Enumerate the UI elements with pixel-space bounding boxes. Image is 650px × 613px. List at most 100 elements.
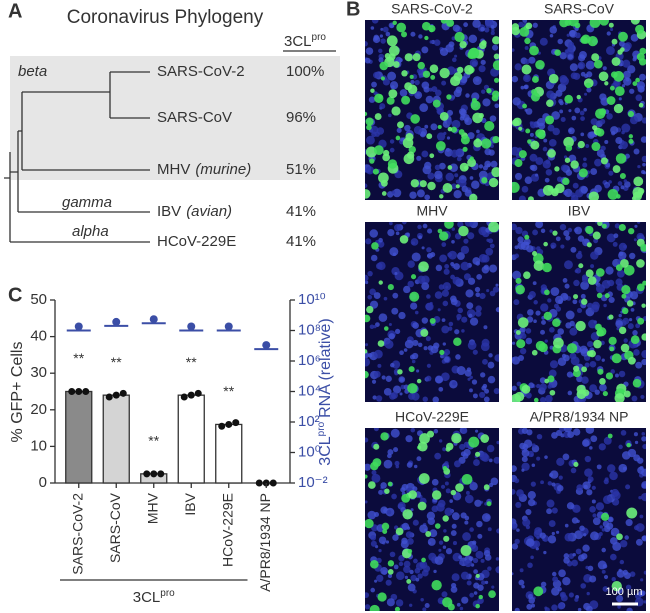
micrograph (512, 428, 646, 611)
nucleus (460, 245, 470, 255)
leaf-identity: 41% (286, 233, 316, 250)
gfp-cell (597, 368, 604, 375)
nucleus (400, 487, 406, 493)
panel-label: C (8, 284, 22, 306)
gfp-cell (562, 177, 570, 186)
nucleus (592, 513, 597, 518)
nucleus (480, 558, 485, 563)
gfp-cell (464, 65, 474, 75)
nucleus (630, 308, 635, 312)
gfp-cell (574, 22, 581, 29)
nucleus (579, 51, 587, 59)
gfp-cell (393, 61, 400, 68)
nucleus (478, 65, 486, 73)
nucleus (376, 574, 384, 582)
nucleus (489, 290, 496, 297)
nucleus (603, 436, 612, 445)
nucleus (482, 98, 491, 107)
nucleus (570, 192, 576, 198)
gfp-cell (434, 523, 441, 529)
nucleus (380, 567, 388, 575)
nucleus (438, 540, 444, 545)
gfp-cell (447, 165, 453, 170)
nucleus (394, 460, 400, 466)
replicate-dot (112, 391, 120, 399)
nucleus (564, 283, 570, 289)
nucleus (451, 512, 460, 521)
nucleus (476, 520, 483, 528)
nucleus (527, 309, 534, 316)
nucleus (387, 71, 397, 81)
nucleus (398, 555, 405, 562)
nucleus (577, 554, 585, 562)
gfp-cell (473, 138, 483, 148)
gfp-cell (554, 166, 560, 172)
gfp-cell (578, 263, 584, 269)
replicate-dot (157, 470, 165, 478)
nucleus (564, 49, 569, 54)
nucleus (584, 468, 593, 477)
nucleus (365, 437, 369, 443)
gfp-cell (533, 397, 539, 402)
bar (177, 394, 205, 484)
nucleus (417, 275, 426, 285)
nucleus (540, 329, 545, 335)
nucleus (493, 456, 499, 464)
nucleus (559, 109, 564, 114)
nucleus (594, 158, 602, 167)
nucleus (438, 284, 445, 290)
nucleus (457, 252, 465, 261)
nucleus (421, 246, 425, 250)
nucleus (615, 594, 624, 603)
replicate-dot (82, 388, 90, 395)
gfp-cell (578, 168, 588, 178)
nucleus (560, 164, 568, 172)
gfp-cell (565, 144, 573, 152)
nucleus (559, 76, 569, 86)
nucleus (426, 294, 431, 299)
nucleus (545, 394, 553, 402)
nucleus (496, 528, 499, 534)
nucleus (610, 553, 617, 561)
nucleus (532, 281, 537, 286)
nucleus (641, 358, 646, 366)
nucleus (492, 44, 499, 51)
nucleus (626, 607, 633, 611)
nucleus (584, 362, 590, 368)
nucleus (486, 288, 490, 293)
nucleus (383, 388, 392, 396)
gfp-cell (478, 41, 487, 50)
nucleus (579, 525, 585, 532)
nucleus (613, 233, 619, 239)
nucleus (429, 529, 438, 538)
nucleus (572, 552, 576, 557)
nucleus (376, 127, 385, 135)
nucleus (481, 254, 490, 263)
nucleus (543, 138, 548, 143)
gfp-cell (609, 346, 615, 352)
gfp-cell (547, 375, 555, 383)
gfp-cell (459, 40, 467, 49)
nucleus (519, 326, 526, 333)
x-tick-label: SARS-CoV-2 (69, 493, 85, 575)
gfp-cell (532, 76, 539, 83)
nucleus (557, 484, 564, 492)
nucleus (444, 481, 449, 486)
nucleus (633, 148, 640, 155)
nucleus (514, 478, 520, 484)
tree-branches (4, 71, 150, 243)
gfp-cell (442, 466, 448, 471)
nucleus (590, 264, 595, 269)
gfp-cell (522, 103, 527, 109)
nucleus (367, 353, 373, 358)
nucleus (621, 123, 631, 133)
nucleus (454, 329, 460, 335)
nucleus (512, 223, 517, 231)
gfp-cell (635, 24, 645, 34)
nucleus (547, 384, 553, 389)
gfp-cell (589, 20, 601, 28)
gfp-cell (542, 262, 552, 273)
nucleus (592, 517, 601, 526)
nucleus (519, 568, 524, 573)
nucleus (409, 603, 413, 607)
